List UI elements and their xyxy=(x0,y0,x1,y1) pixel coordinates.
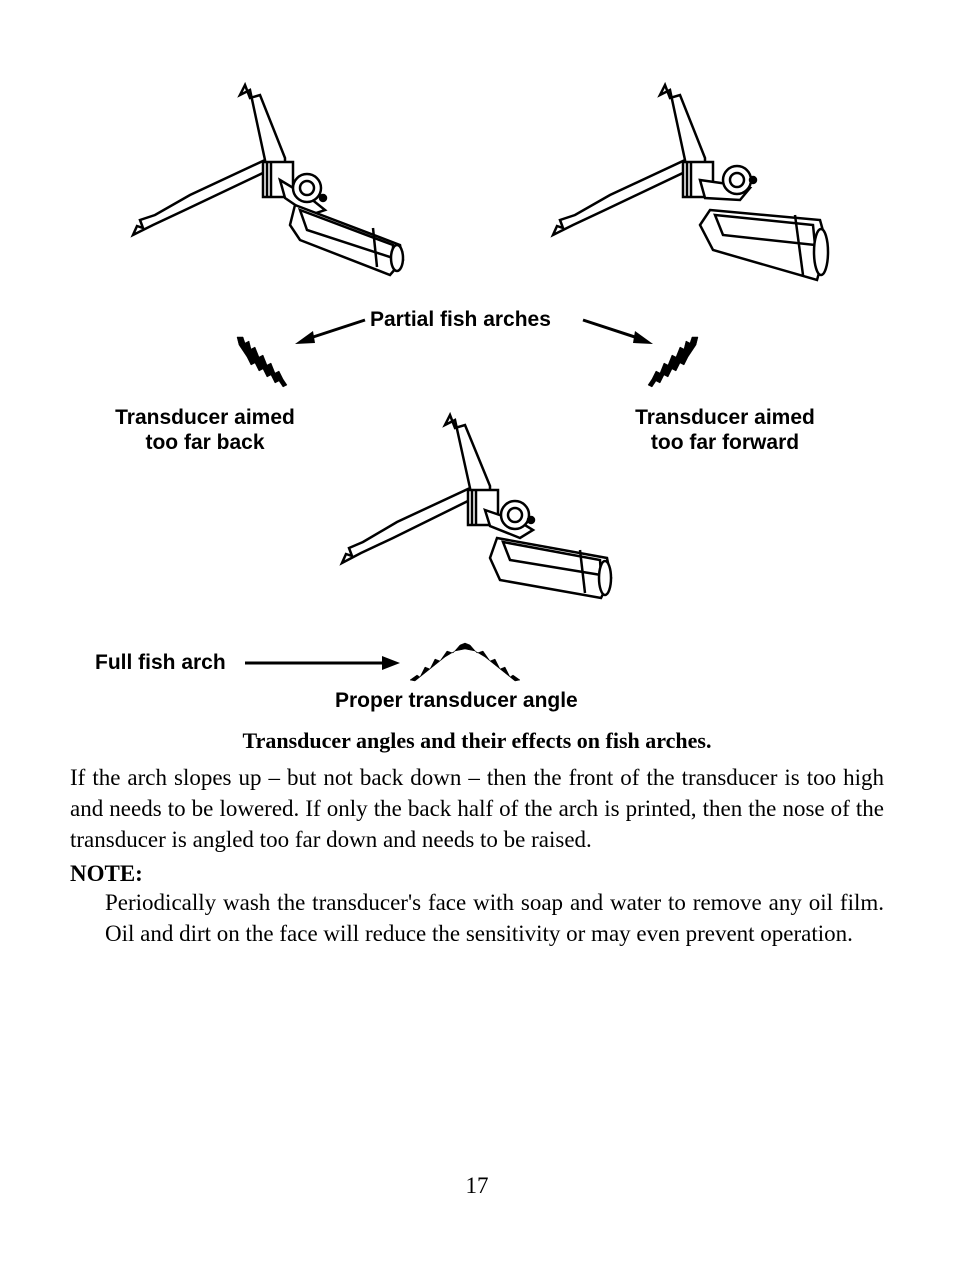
arrow-icon xyxy=(240,655,400,675)
note-heading: NOTE: xyxy=(0,861,954,887)
full-arch-label: Full fish arch xyxy=(95,650,226,675)
diagram-area: Partial fish arches Transducer aimed too… xyxy=(0,80,954,720)
page-container: Partial fish arches Transducer aimed too… xyxy=(0,80,954,1279)
transducer-proper-diagram xyxy=(335,410,625,620)
label-line: Transducer aimed xyxy=(115,406,295,429)
partial-arches-label: Partial fish arches xyxy=(370,307,551,332)
label-line: too far forward xyxy=(651,431,799,454)
partial-arch-left-icon xyxy=(235,335,300,395)
label-line: Transducer aimed xyxy=(635,406,815,429)
too-far-back-label: Transducer aimed too far back xyxy=(95,405,315,455)
label-line: too far back xyxy=(145,431,264,454)
body-paragraph: If the arch slopes up – but not back dow… xyxy=(0,762,954,855)
figure-caption: Transducer angles and their effects on f… xyxy=(0,728,954,754)
too-far-forward-label: Transducer aimed too far forward xyxy=(615,405,835,455)
proper-angle-label: Proper transducer angle xyxy=(335,688,578,713)
transducer-forward-diagram xyxy=(545,80,845,300)
arrow-icon xyxy=(578,317,653,347)
note-body: Periodically wash the transducer's face … xyxy=(0,887,954,949)
full-arch-icon xyxy=(405,635,525,685)
transducer-back-diagram xyxy=(125,80,415,300)
arrow-icon xyxy=(295,317,370,347)
page-number: 17 xyxy=(0,1173,954,1199)
